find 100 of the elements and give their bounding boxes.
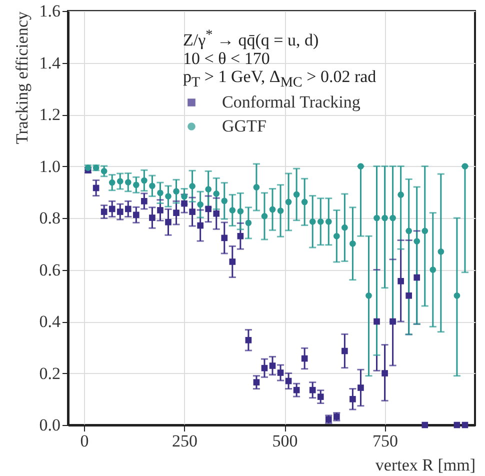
point	[342, 224, 348, 231]
x-tick-label: 0	[80, 432, 89, 450]
annotation: Z/γ$^{*}$ → qq̄(q = u, d)	[183, 26, 320, 50]
point	[334, 232, 340, 240]
point	[269, 206, 276, 213]
point	[414, 274, 420, 281]
point	[205, 186, 212, 192]
point	[116, 178, 124, 184]
point	[189, 208, 196, 215]
y-axis-title: Tracking efficiency	[12, 11, 32, 144]
point	[406, 228, 412, 234]
point	[133, 182, 140, 188]
y-tick-label: 1.4	[39, 53, 61, 72]
point	[317, 218, 324, 225]
point	[157, 190, 164, 196]
point	[124, 179, 132, 186]
y-tick-label: 0.8	[39, 208, 60, 228]
point	[253, 379, 260, 386]
point	[454, 422, 460, 428]
point	[309, 386, 316, 394]
point	[197, 201, 204, 208]
point	[277, 208, 284, 214]
x-tick-label: 250	[172, 432, 198, 450]
y-tick-label: 0.4	[39, 312, 61, 331]
point	[390, 318, 396, 325]
point	[350, 240, 356, 247]
point	[124, 206, 132, 212]
point	[293, 386, 300, 394]
point	[382, 370, 388, 376]
point	[317, 394, 324, 400]
point	[325, 218, 332, 225]
point	[269, 362, 276, 369]
point	[205, 206, 212, 212]
point	[189, 183, 196, 190]
point	[342, 348, 348, 354]
point	[133, 212, 140, 218]
point	[398, 278, 404, 284]
y-tick-label: 1.6	[39, 2, 60, 20]
point	[350, 396, 356, 402]
point	[149, 214, 156, 221]
point	[237, 232, 244, 240]
point	[100, 168, 108, 174]
y-tick-label: 0.0	[39, 416, 60, 434]
annotation: 10 < θ < 170	[183, 48, 271, 68]
point	[301, 198, 308, 206]
point	[398, 192, 404, 198]
point	[438, 248, 444, 255]
x-tick-label: 750	[372, 432, 398, 450]
point	[261, 213, 268, 220]
point	[430, 266, 436, 273]
legend-label: Conformal Tracking	[222, 92, 361, 112]
point	[157, 207, 164, 214]
y-tick-label: 1.0	[39, 156, 60, 176]
point	[301, 355, 308, 362]
point	[229, 207, 236, 214]
x-tick-label: 500	[272, 432, 298, 450]
point	[358, 163, 364, 170]
point	[213, 210, 220, 217]
point	[173, 188, 180, 195]
point	[165, 218, 172, 226]
point	[237, 208, 244, 214]
point	[261, 364, 268, 372]
annotation: p$_{T}$ > 1 GeV, Δ$_{MC}$ > 0.02 rad	[183, 66, 376, 92]
point	[221, 198, 228, 204]
point	[229, 258, 236, 265]
point	[100, 208, 108, 215]
point	[285, 378, 292, 384]
point	[422, 422, 428, 428]
point	[462, 422, 468, 428]
point	[92, 184, 100, 192]
y-tick-label: 1.2	[39, 105, 60, 124]
point	[374, 214, 380, 222]
point	[390, 214, 396, 222]
point	[108, 206, 116, 212]
point	[213, 190, 220, 197]
y-tick-label: 0.6	[39, 260, 60, 280]
y-tick-label: 0.2	[39, 364, 60, 383]
point	[108, 179, 116, 186]
point	[309, 218, 316, 225]
point	[277, 370, 284, 376]
point	[454, 292, 460, 299]
point	[173, 210, 180, 216]
point	[382, 214, 388, 222]
point	[293, 191, 300, 198]
point	[422, 228, 428, 234]
point	[165, 193, 172, 200]
legend-label: GGTF	[222, 116, 266, 136]
point	[245, 220, 252, 226]
point	[141, 177, 148, 184]
point	[462, 163, 468, 170]
point	[181, 193, 188, 200]
point	[149, 182, 156, 190]
point	[245, 336, 252, 344]
point	[358, 384, 364, 391]
point	[116, 208, 124, 215]
point	[253, 184, 260, 190]
point	[285, 198, 292, 206]
point	[414, 238, 420, 244]
point	[366, 292, 372, 299]
point	[197, 222, 204, 229]
